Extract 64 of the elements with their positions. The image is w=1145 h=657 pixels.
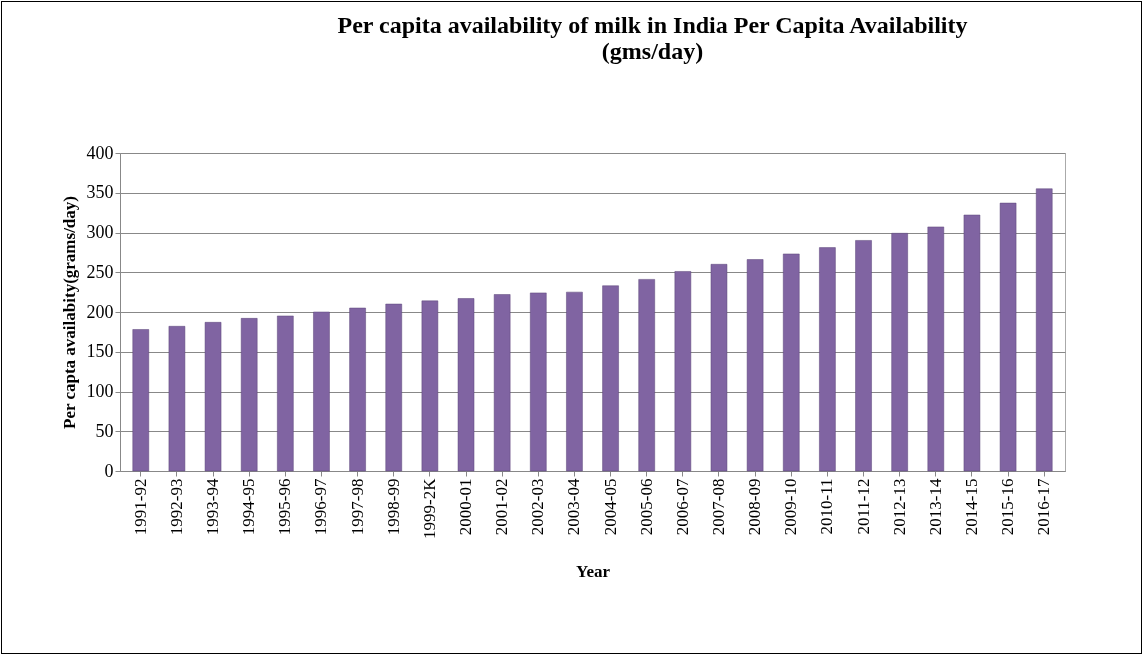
x-tick-label: 1998-99 [383,478,403,536]
bar [457,298,475,472]
bar [746,259,764,472]
bar [638,279,655,472]
x-tick-label: 1996-97 [311,478,331,536]
chart-title: Per capita availability of milk in India Per Capita Availability (gms/day) [337,12,968,64]
bar [530,292,547,472]
x-tick-label: 2003-04 [564,478,584,536]
x-tick-label: 2007-08 [708,478,728,536]
y-tick-label: 300 [86,222,114,242]
x-tick-label: 2014-15 [961,478,981,536]
x-tick-label: 1991-92 [130,478,150,536]
x-tick-label: 2016-17 [1034,478,1054,536]
bar [927,226,945,472]
bar [204,322,222,472]
bar [385,303,402,472]
x-tick-label: 2015-16 [998,478,1018,536]
x-tick-label: 2004-05 [600,478,620,536]
x-tick-label: 2001-02 [492,478,512,536]
bar [493,294,511,472]
x-tick-label: 1993-94 [203,478,223,536]
x-axis-title: Year [576,561,611,581]
x-tick-label: 2008-09 [745,478,765,536]
bar [566,291,583,472]
bar [819,247,836,472]
bar [313,311,330,472]
bar [132,329,150,472]
bar [674,271,692,472]
x-tick-label: 2011-12 [853,478,873,535]
bar [783,253,800,472]
x-tick-label: 2002-03 [528,478,548,536]
y-tick-label: 50 [95,420,114,441]
x-tick-label: 1994-95 [239,478,259,536]
bar [277,315,294,472]
y-tick-label: 400 [86,142,114,163]
bar [710,264,728,472]
x-tick-label: 2006-07 [672,478,692,536]
y-tick-label: 150 [86,341,114,362]
bar [349,307,366,472]
x-tick-label: 1992-93 [166,478,186,536]
bar [891,233,908,472]
bar [168,326,186,472]
x-tick-label: 1995-96 [275,478,295,536]
y-tick-label: 350 [86,182,114,203]
x-tick-label: 2013-14 [925,478,945,536]
bar [999,202,1017,472]
y-tick-label: 0 [104,460,114,481]
x-tick-label: 2009-10 [781,478,801,536]
x-tick-label: 1999-2K [419,477,439,539]
bar [240,318,258,472]
bar [421,300,439,472]
x-tick-label: 2000-01 [456,478,476,536]
x-tick-label: 2012-13 [889,478,909,536]
bar [1035,188,1053,472]
bar [602,285,619,472]
y-axis-title: Per capta availabity(grams/day) [59,196,79,429]
x-tick-label: 1997-98 [347,478,367,536]
bar [963,214,981,472]
x-tick-label: 2010-11 [817,478,837,535]
x-tick-label: 2005-06 [636,478,656,536]
y-tick-label: 250 [86,261,114,282]
y-tick-label: 200 [86,301,114,322]
bar [855,240,872,472]
y-tick-label: 100 [86,381,114,401]
